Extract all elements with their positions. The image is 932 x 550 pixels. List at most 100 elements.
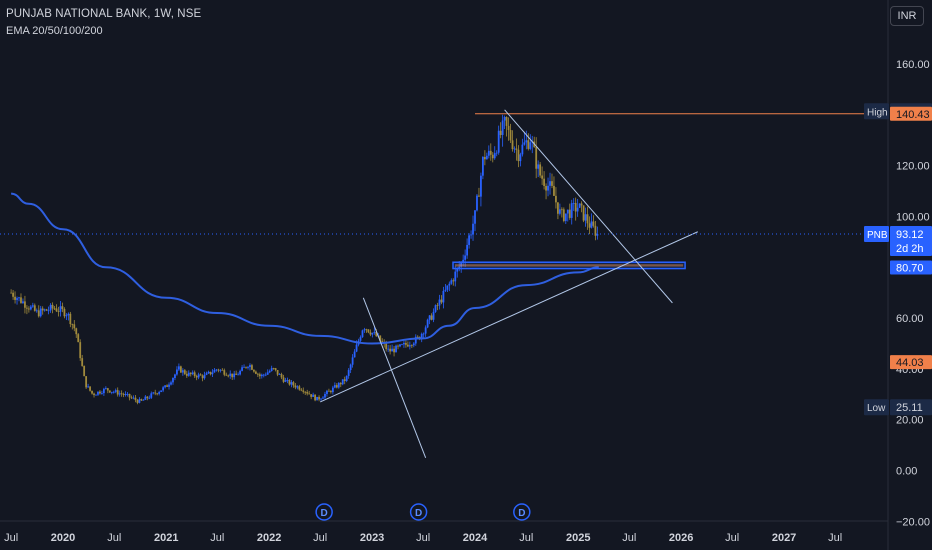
candle: [75, 327, 78, 338]
candle: [27, 306, 30, 313]
price-tick-label: 20.00: [896, 415, 924, 427]
candle-body: [270, 368, 273, 371]
candle-body: [203, 374, 206, 379]
candle-body: [99, 391, 101, 394]
candle-body: [450, 280, 453, 284]
candle: [485, 152, 488, 160]
candle-body: [189, 372, 192, 375]
low-tag: [864, 399, 889, 416]
time-tick-label: Jul: [519, 532, 533, 544]
candle: [191, 370, 194, 376]
candle-body: [379, 335, 382, 342]
candle: [181, 368, 184, 376]
candle: [106, 387, 109, 394]
candle: [195, 374, 198, 381]
candle: [335, 383, 338, 389]
candle: [590, 213, 593, 229]
candle: [47, 306, 50, 315]
candle: [29, 305, 32, 311]
candle-body: [328, 390, 330, 392]
candle: [16, 296, 18, 305]
candle-body: [452, 280, 455, 282]
candle-body: [302, 390, 305, 392]
candle-body: [353, 351, 356, 358]
candle: [87, 383, 89, 388]
indicator-legend[interactable]: EMA 20/50/100/200: [6, 25, 103, 37]
candle: [140, 398, 143, 401]
candle: [543, 171, 545, 190]
candle-body: [406, 344, 409, 347]
candle: [308, 390, 311, 395]
currency-button[interactable]: INR: [890, 6, 924, 26]
candle-body: [393, 348, 395, 353]
candle: [104, 386, 107, 390]
candle-body: [363, 329, 366, 331]
trendline[interactable]: [504, 109, 673, 304]
candle-body: [181, 370, 184, 373]
time-tick-label: 2020: [51, 532, 75, 544]
candle: [130, 395, 133, 399]
candle-body: [420, 333, 423, 340]
dividend-marker-icon[interactable]: [513, 503, 531, 521]
candle: [298, 384, 301, 391]
candle-body: [69, 313, 72, 325]
candle-body: [108, 390, 111, 393]
candle-body: [233, 373, 236, 378]
candle-body: [371, 332, 374, 335]
candle: [211, 369, 214, 378]
candle: [365, 328, 368, 333]
dividend-marker-icon[interactable]: [315, 503, 333, 521]
candle-body: [266, 372, 269, 375]
candle: [511, 130, 514, 152]
candle-body: [106, 388, 109, 391]
candle: [223, 368, 226, 377]
level-orange-label: 140.43: [896, 109, 930, 121]
candle-body: [112, 391, 115, 393]
candle-body: [361, 330, 364, 338]
dividend-marker-label: D: [321, 508, 328, 519]
candle-body: [365, 329, 368, 331]
candle-body: [243, 366, 245, 368]
candle-body: [101, 393, 103, 394]
candle: [424, 325, 427, 337]
candle: [560, 207, 563, 218]
candle: [91, 390, 93, 395]
candle-body: [537, 164, 540, 169]
candle-body: [525, 140, 528, 143]
candle: [408, 341, 411, 350]
candle: [270, 365, 273, 372]
candle: [31, 302, 34, 308]
candle: [26, 305, 28, 315]
candle-body: [47, 310, 50, 312]
candle: [118, 390, 121, 397]
candle-body: [81, 358, 84, 366]
candle-body: [132, 397, 135, 399]
trendline[interactable]: [362, 297, 427, 458]
candle-body: [539, 164, 542, 176]
candle-body: [290, 382, 293, 385]
candle-body: [170, 382, 172, 385]
candle: [59, 301, 62, 317]
candle-body: [195, 376, 198, 378]
time-tick-label: Jul: [622, 532, 636, 544]
candle-body: [444, 289, 447, 291]
support-zone[interactable]: [452, 261, 686, 270]
candle: [219, 369, 222, 373]
candle-body: [306, 392, 309, 394]
candle-body: [146, 396, 149, 399]
candle-body: [158, 391, 161, 394]
dividend-marker-icon[interactable]: [409, 503, 428, 521]
trendline[interactable]: [319, 231, 698, 403]
candle: [154, 389, 157, 396]
candle: [481, 155, 484, 180]
ema-line[interactable]: [10, 192, 599, 345]
candle: [95, 394, 97, 396]
candle: [349, 363, 352, 374]
candle: [320, 397, 322, 401]
candle: [256, 372, 259, 378]
candle-body: [408, 345, 411, 347]
candle: [551, 173, 553, 189]
candle-body: [120, 393, 123, 395]
time-tick-label: Jul: [4, 532, 18, 544]
